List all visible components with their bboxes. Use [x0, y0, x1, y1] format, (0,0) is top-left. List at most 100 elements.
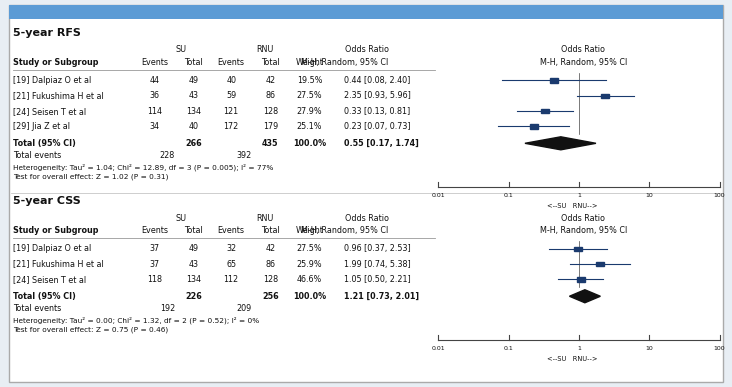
Text: Study or Subgroup: Study or Subgroup [13, 226, 99, 235]
Text: Total (95% CI): Total (95% CI) [13, 139, 76, 148]
Text: 435: 435 [262, 139, 279, 148]
Text: Weight: Weight [296, 226, 324, 235]
Text: 65: 65 [226, 260, 236, 269]
Bar [530, 124, 538, 128]
Text: Total: Total [261, 58, 280, 67]
Text: 0.33 [0.13, 0.81]: 0.33 [0.13, 0.81] [344, 107, 411, 116]
Text: 100: 100 [714, 194, 725, 199]
Text: [24] Seisen T et al: [24] Seisen T et al [13, 107, 86, 116]
Text: 49: 49 [188, 76, 198, 85]
Text: 32: 32 [226, 244, 236, 253]
Text: [24] Seisen T et al: [24] Seisen T et al [13, 275, 86, 284]
Text: 228: 228 [160, 151, 175, 160]
Text: 46.6%: 46.6% [297, 275, 322, 284]
Text: M-H, Random, 95% CI: M-H, Random, 95% CI [539, 226, 627, 235]
Text: Odds Ratio: Odds Ratio [346, 45, 389, 54]
Text: 128: 128 [263, 107, 278, 116]
Text: [21] Fukushima H et al: [21] Fukushima H et al [13, 260, 104, 269]
Bar [574, 247, 582, 251]
Text: M-H, Random, 95% CI: M-H, Random, 95% CI [539, 58, 627, 67]
Text: 100.0%: 100.0% [293, 139, 326, 148]
Polygon shape [569, 290, 600, 303]
Text: [19] Dalpiaz O et al: [19] Dalpiaz O et al [13, 244, 92, 253]
Text: 40: 40 [189, 122, 198, 131]
Text: 43: 43 [189, 260, 198, 269]
Text: Test for overall effect: Z = 0.75 (P = 0.46): Test for overall effect: Z = 0.75 (P = 0… [13, 326, 168, 332]
Text: 100.0%: 100.0% [293, 292, 326, 301]
Text: 0.01: 0.01 [432, 346, 445, 351]
Text: 179: 179 [263, 122, 278, 131]
Text: 0.55 [0.17, 1.74]: 0.55 [0.17, 1.74] [344, 139, 419, 148]
Text: Study or Subgroup: Study or Subgroup [13, 58, 99, 67]
Bar [596, 262, 604, 266]
Text: Test for overall effect: Z = 1.02 (P = 0.31): Test for overall effect: Z = 1.02 (P = 0… [13, 173, 168, 180]
Bar [541, 109, 549, 113]
Text: 209: 209 [236, 304, 252, 313]
FancyBboxPatch shape [10, 5, 722, 382]
Text: [29] Jia Z et al: [29] Jia Z et al [13, 122, 70, 131]
Text: 27.9%: 27.9% [296, 107, 322, 116]
Text: 134: 134 [186, 107, 201, 116]
Text: Events: Events [141, 226, 168, 235]
Text: RNU: RNU [256, 214, 273, 223]
Text: 121: 121 [224, 107, 239, 116]
Text: <--SU   RNU-->: <--SU RNU--> [547, 356, 597, 362]
Text: Total: Total [184, 58, 203, 67]
Text: M-H, Random, 95% CI: M-H, Random, 95% CI [301, 58, 388, 67]
Text: 2.35 [0.93, 5.96]: 2.35 [0.93, 5.96] [344, 91, 411, 100]
Text: Odds Ratio: Odds Ratio [346, 214, 389, 223]
Text: 25.9%: 25.9% [296, 260, 322, 269]
Text: [19] Dalpiaz O et al: [19] Dalpiaz O et al [13, 76, 92, 85]
Text: 59: 59 [226, 91, 236, 100]
Text: 19.5%: 19.5% [296, 76, 322, 85]
Text: 42: 42 [265, 244, 275, 253]
Text: 0.1: 0.1 [504, 194, 514, 199]
Text: 37: 37 [149, 244, 160, 253]
Text: 118: 118 [147, 275, 162, 284]
Text: RNU: RNU [256, 45, 273, 54]
Text: SU: SU [176, 45, 187, 54]
Text: 0.44 [0.08, 2.40]: 0.44 [0.08, 2.40] [344, 76, 411, 85]
Text: 114: 114 [147, 107, 162, 116]
Text: 1.21 [0.73, 2.01]: 1.21 [0.73, 2.01] [344, 292, 419, 301]
Text: Odds Ratio: Odds Ratio [561, 214, 605, 223]
Text: 0.23 [0.07, 0.73]: 0.23 [0.07, 0.73] [344, 122, 411, 131]
Text: 27.5%: 27.5% [296, 244, 322, 253]
Text: 192: 192 [160, 304, 175, 313]
Text: 34: 34 [149, 122, 160, 131]
Text: 5-year RFS: 5-year RFS [13, 27, 81, 38]
Text: 43: 43 [189, 91, 198, 100]
Text: 0.1: 0.1 [504, 346, 514, 351]
Text: Heterogeneity: Tau² = 1.04; Chi² = 12.89, df = 3 (P = 0.005); I² = 77%: Heterogeneity: Tau² = 1.04; Chi² = 12.89… [13, 163, 274, 171]
Text: 128: 128 [263, 275, 278, 284]
Text: Events: Events [217, 226, 244, 235]
Text: Total: Total [261, 226, 280, 235]
Text: 1: 1 [577, 194, 581, 199]
Text: 5-year CSS: 5-year CSS [13, 196, 81, 206]
Text: Total (95% CI): Total (95% CI) [13, 292, 76, 301]
Text: Heterogeneity: Tau² = 0.00; Chi² = 1.32, df = 2 (P = 0.52); I² = 0%: Heterogeneity: Tau² = 0.00; Chi² = 1.32,… [13, 316, 259, 324]
Text: Events: Events [217, 58, 244, 67]
Text: 0.96 [0.37, 2.53]: 0.96 [0.37, 2.53] [344, 244, 411, 253]
Text: 256: 256 [262, 292, 279, 301]
Text: Events: Events [141, 58, 168, 67]
Text: 1.99 [0.74, 5.38]: 1.99 [0.74, 5.38] [344, 260, 411, 269]
Polygon shape [525, 137, 596, 150]
Text: 42: 42 [265, 76, 275, 85]
Text: 25.1%: 25.1% [296, 122, 322, 131]
Text: Total events: Total events [13, 304, 61, 313]
Text: 27.5%: 27.5% [296, 91, 322, 100]
Text: 1: 1 [577, 346, 581, 351]
Text: 37: 37 [149, 260, 160, 269]
Text: 44: 44 [149, 76, 160, 85]
Text: 392: 392 [236, 151, 252, 160]
Text: 112: 112 [224, 275, 239, 284]
Text: 40: 40 [226, 76, 236, 85]
Text: 10: 10 [646, 194, 653, 199]
Text: 100: 100 [714, 346, 725, 351]
Bar [577, 277, 585, 281]
Text: 1.05 [0.50, 2.21]: 1.05 [0.50, 2.21] [344, 275, 411, 284]
Text: 86: 86 [265, 260, 275, 269]
Bar [10, 5, 722, 19]
Text: <--SU   RNU-->: <--SU RNU--> [547, 203, 597, 209]
